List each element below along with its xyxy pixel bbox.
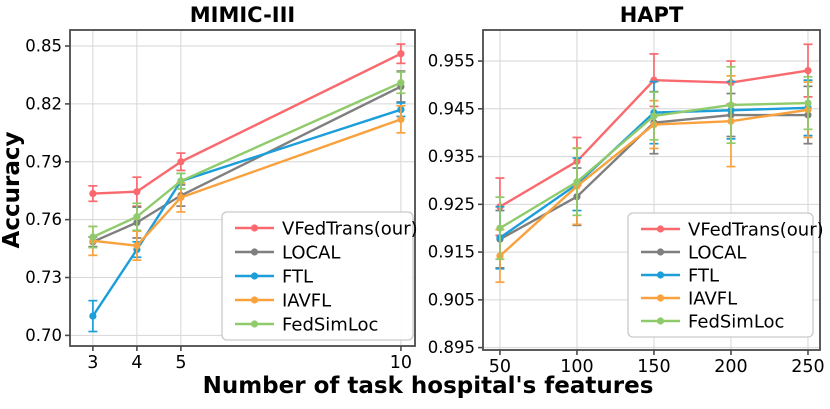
legend: VFedTrans(our) LOCAL FTL IAVFL FedSimLoc (221, 211, 418, 341)
legend-marker (656, 294, 665, 302)
legend-label: IAVFL (282, 291, 331, 312)
y-tick-label: 0.895 (428, 338, 475, 357)
series-line (91, 118, 403, 247)
y-tick-label: 0.82 (25, 94, 62, 113)
legend-entry-iavfl: IAVFL (641, 289, 737, 310)
series-line (91, 108, 403, 318)
x-tick-label: 4 (131, 353, 142, 373)
legend-entry-ftl: FTL (641, 266, 719, 287)
y-tick-label: 0.905 (428, 290, 475, 309)
data-point-marker (177, 158, 185, 166)
y-tick-label: 0.85 (25, 37, 62, 56)
y-tick-label: 0.925 (428, 195, 475, 214)
legend-label: VFedTrans(our) (688, 220, 824, 241)
legend-box (221, 211, 414, 341)
series-line (91, 52, 403, 195)
y-tick-label: 0.915 (428, 243, 475, 262)
legend-marker (250, 224, 259, 232)
legend-marker (656, 317, 665, 325)
x-tick-label: 150 (637, 357, 670, 377)
x-tick-label: 10 (390, 353, 412, 373)
y-axis-label: Accuracy (0, 132, 25, 249)
legend-entry-fedsimloc: FedSimLoc (641, 312, 784, 333)
y-tick-label: 0.79 (25, 152, 62, 171)
data-point-marker (89, 189, 97, 198)
y-tick-label: 0.73 (25, 268, 62, 287)
data-point-marker (727, 101, 735, 109)
y-tick-label: 0.70 (25, 326, 62, 345)
legend-label: FedSimLoc (282, 315, 378, 336)
legend-label: LOCAL (282, 243, 340, 264)
data-point-marker (804, 99, 812, 107)
legend-entry-iavfl: IAVFL (235, 291, 331, 312)
legend-entry-ftl: FTL (235, 267, 313, 288)
data-point-marker (804, 66, 812, 75)
panel-hapt: 50 100 150 200 250 0.895 0.905 0.915 0.925 0.935 0… (428, 29, 825, 377)
axis-ticks: 3 4 5 10 0.70 0.73 0.76 0.79 0.82 0.85 (25, 37, 412, 373)
legend-marker (250, 272, 259, 280)
panel-mimic-iii: 3 4 5 10 0.70 0.73 0.76 0.79 0.82 0.85 VFedTrans(o… (25, 29, 418, 373)
x-axis-label: Number of task hospital's features (203, 373, 654, 399)
data-point-marker (397, 115, 405, 123)
legend-label: FTL (282, 267, 313, 288)
data-point-marker (133, 213, 141, 221)
data-point-marker (89, 233, 97, 241)
data-point-marker (650, 112, 658, 120)
legend-entry-vfedtrans-our-: VFedTrans(our) (235, 219, 418, 240)
data-point-marker (89, 312, 97, 320)
y-tick-label: 0.955 (428, 52, 475, 71)
y-tick-label: 0.935 (428, 147, 475, 166)
plot-border (482, 29, 821, 351)
data-point-marker (177, 193, 185, 202)
series-line (91, 81, 403, 239)
legend-label: IAVFL (688, 289, 737, 310)
y-tick-label: 0.945 (428, 99, 475, 118)
data-point-marker (573, 178, 581, 186)
legend-label: VFedTrans(our) (282, 219, 418, 240)
legend-label: FedSimLoc (688, 312, 784, 333)
legend-marker (656, 248, 665, 256)
legend-entry-vfedtrans-our-: VFedTrans(our) (641, 220, 824, 241)
legend-marker (250, 248, 259, 256)
legend-entry-fedsimloc: FedSimLoc (235, 315, 378, 336)
panel-title-hapt: HAPT (620, 3, 684, 27)
x-tick-label: 250 (791, 357, 824, 377)
legend-marker (250, 296, 259, 304)
data-point-marker (397, 79, 405, 87)
series-vfedtrans-our- (88, 43, 406, 207)
legend-entry-local: LOCAL (235, 243, 340, 264)
legend-entry-local: LOCAL (641, 243, 746, 264)
x-tick-label: 50 (489, 357, 511, 377)
x-tick-label: 200 (714, 357, 747, 377)
series-line (91, 85, 403, 244)
x-tick-label: 3 (87, 353, 98, 373)
series-fedsimloc (495, 65, 813, 261)
legend-label: LOCAL (688, 243, 746, 264)
x-tick-label: 5 (175, 353, 186, 373)
data-point-marker (177, 177, 185, 185)
axis-ticks: 50 100 150 200 250 0.895 0.905 0.915 0.925 0.935 0… (428, 52, 825, 377)
legend-marker (656, 271, 665, 279)
x-tick-label: 100 (560, 357, 593, 377)
series-fedsimloc (88, 71, 406, 249)
panel-title-mimic-iii: MIMIC-III (190, 3, 295, 27)
legend-marker (250, 320, 259, 328)
data-point-marker (133, 188, 141, 196)
legend-box (627, 212, 814, 338)
data-point-marker (397, 50, 405, 58)
plot-border (69, 29, 416, 347)
legend-marker (656, 225, 665, 233)
legend-label: FTL (688, 266, 719, 287)
y-tick-label: 0.76 (25, 210, 62, 229)
data-point-marker (133, 242, 141, 250)
data-point-marker (496, 224, 504, 232)
